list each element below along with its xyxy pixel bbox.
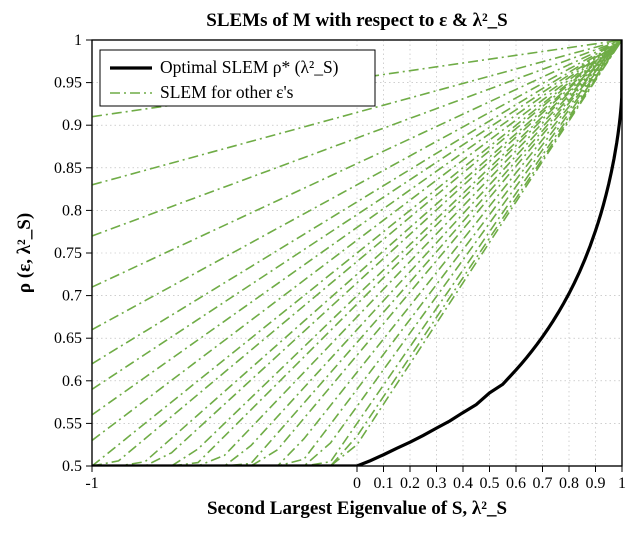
ytick-label: 0.6	[62, 373, 82, 390]
legend-label: Optimal SLEM ρ* (λ²_S)	[160, 57, 339, 77]
ytick-label: 0.55	[54, 415, 82, 432]
xtick-label: 0.5	[480, 475, 500, 492]
ytick-label: 0.5	[62, 458, 82, 475]
xtick-label: 0.8	[559, 475, 579, 492]
ytick-label: 0.8	[62, 202, 82, 219]
xtick-label: 0.9	[586, 475, 606, 492]
xtick-label: 0.2	[400, 475, 420, 492]
ytick-label: 0.85	[54, 160, 82, 177]
ytick-label: 0.65	[54, 330, 82, 347]
xtick-label: 0.7	[533, 475, 553, 492]
chart-title: SLEMs of M with respect to ε & λ²_S	[206, 10, 507, 31]
ytick-label: 0.95	[54, 75, 82, 92]
xtick-label: 0.1	[374, 475, 394, 492]
ytick-label: 0.75	[54, 245, 82, 262]
slem-chart: -1 0 0.1 0.2 0.3 0.4 0.5 0.6 0.7 0.8 0.9 1 0.5 0.55 0.…	[0, 0, 640, 537]
xtick-label: 0	[353, 475, 361, 492]
xtick-label: 0.3	[427, 475, 447, 492]
x-axis-label: Second Largest Eigenvalue of S, λ²_S	[207, 498, 507, 519]
xtick-label: 1	[618, 475, 626, 492]
ytick-label: 0.7	[62, 288, 82, 305]
ytick-label: 1	[74, 32, 82, 49]
ytick-label: 0.9	[62, 117, 82, 134]
xtick-label: 0.4	[453, 475, 473, 492]
legend-label: SLEM for other ε's	[160, 82, 294, 102]
xtick-label: 0.6	[506, 475, 526, 492]
y-axis-label: ρ (ε, λ²_S)	[14, 213, 35, 293]
xtick-label: -1	[85, 475, 98, 492]
